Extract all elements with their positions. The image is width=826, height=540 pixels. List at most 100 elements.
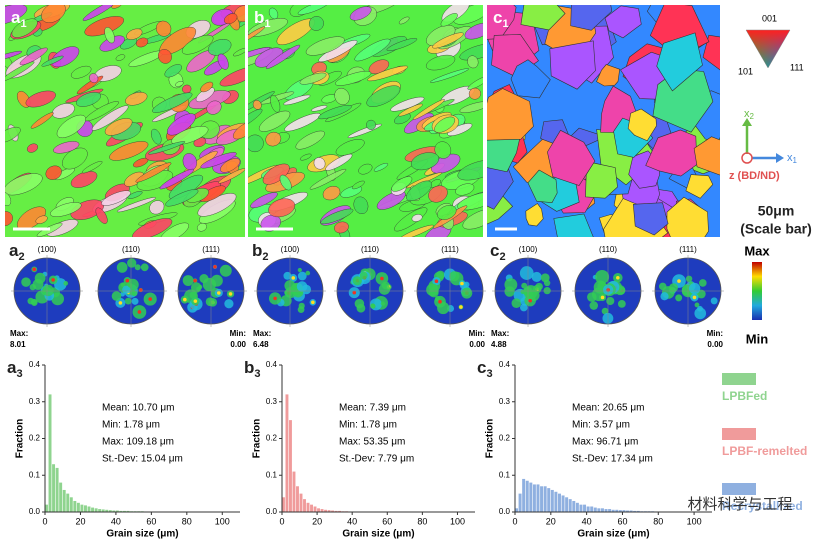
x-axis-label: Grain size (μm)	[342, 529, 414, 540]
grain	[313, 157, 326, 170]
pole-blob	[124, 297, 132, 305]
grain	[604, 5, 642, 39]
bar	[331, 510, 335, 512]
axis-key-label: x2	[744, 108, 755, 121]
bar	[59, 482, 63, 512]
min-value: 0.00	[230, 340, 246, 349]
grain	[50, 202, 82, 217]
ipf-label: 001	[762, 13, 777, 23]
pole-blob	[51, 292, 65, 306]
x-tick-label: 20	[312, 516, 322, 526]
stat-annotation: St.-Dev: 15.04 μm	[102, 454, 183, 465]
ebsd-map	[248, 5, 483, 237]
bar	[515, 508, 518, 512]
bar	[73, 500, 77, 512]
pole-blob	[675, 294, 683, 302]
pole-blob	[589, 301, 599, 310]
grain	[525, 203, 544, 227]
grain	[652, 68, 714, 133]
bar	[306, 502, 310, 512]
ipf-label: 101	[738, 66, 753, 76]
histogram-chart: 0.0 0.1 0.2 0.3 0.4 0 20 40 60 80 100 Grain size (μ…	[7, 358, 240, 540]
grain	[520, 5, 566, 31]
x-tick-label: 40	[111, 516, 121, 526]
grain	[217, 53, 229, 70]
panel-label-sub: 2	[18, 251, 24, 263]
pole-blob	[196, 286, 201, 291]
grain	[116, 197, 156, 213]
grain	[457, 159, 483, 181]
pole-peak	[213, 265, 217, 269]
bar	[80, 504, 84, 512]
grain	[467, 55, 479, 69]
grain	[160, 222, 189, 237]
grain	[109, 141, 149, 161]
panel-label-main: a	[11, 8, 21, 27]
grain	[549, 40, 596, 90]
grain	[200, 81, 214, 93]
grain	[297, 5, 330, 15]
grain	[159, 168, 195, 190]
grain	[148, 141, 186, 155]
grain	[447, 123, 473, 136]
bar	[317, 508, 320, 512]
bar	[540, 486, 544, 512]
max-value: 4.88	[491, 340, 507, 349]
grain	[398, 16, 410, 25]
pole-peak	[217, 291, 221, 295]
grain	[311, 105, 328, 112]
pole-blob	[224, 299, 234, 309]
scale-bar-label: 50μm	[758, 203, 795, 219]
bar	[583, 504, 587, 512]
grain	[126, 28, 143, 40]
bar	[579, 504, 583, 512]
colorbar: Max Min	[744, 243, 770, 346]
bar	[590, 506, 594, 512]
bar	[310, 504, 313, 512]
grain	[412, 99, 445, 120]
x-tick-label: 100	[687, 516, 702, 526]
pole-blob	[21, 277, 31, 287]
grain	[645, 129, 698, 177]
panel-label-main: a	[7, 358, 17, 377]
bar	[529, 482, 533, 512]
grain	[390, 96, 425, 112]
ipf-key: 001 101 111	[738, 13, 804, 76]
pole-blob	[504, 286, 515, 297]
y-tick-label: 0.3	[29, 397, 41, 406]
grain	[334, 221, 349, 234]
grain	[366, 85, 401, 107]
grain	[354, 38, 391, 62]
pole-blob	[617, 299, 626, 308]
x-tick-label: 100	[450, 516, 465, 526]
y-tick-label: 0.4	[266, 360, 278, 369]
pole-blob	[116, 262, 128, 273]
y-tick-label: 0.4	[29, 360, 41, 369]
grain	[457, 191, 483, 211]
bar	[561, 495, 565, 512]
stat-annotation: Max: 109.18 μm	[102, 437, 174, 448]
x-tick-label: 80	[182, 516, 192, 526]
legend: LPBFed LPBF-remelted Recrystallized	[722, 373, 807, 513]
grain	[270, 95, 281, 113]
grain	[411, 214, 423, 222]
panel-label-main: b	[244, 358, 254, 377]
grain	[70, 65, 92, 79]
grain	[45, 165, 62, 180]
y-axis-label: Fraction	[15, 419, 26, 458]
x-tick-label: 60	[617, 516, 627, 526]
pole-blob	[140, 263, 149, 272]
pole-peak	[616, 275, 620, 280]
pole-blob	[658, 282, 667, 291]
legend-swatch	[722, 428, 756, 440]
plane-label: (111)	[202, 245, 220, 254]
plane-label: (100)	[38, 245, 57, 254]
panel-label: c3	[477, 358, 493, 380]
grain	[295, 130, 325, 150]
grain	[265, 44, 301, 69]
bar	[636, 510, 640, 512]
x-tick-label: 20	[75, 516, 85, 526]
grain	[487, 88, 534, 141]
grain	[82, 5, 118, 21]
